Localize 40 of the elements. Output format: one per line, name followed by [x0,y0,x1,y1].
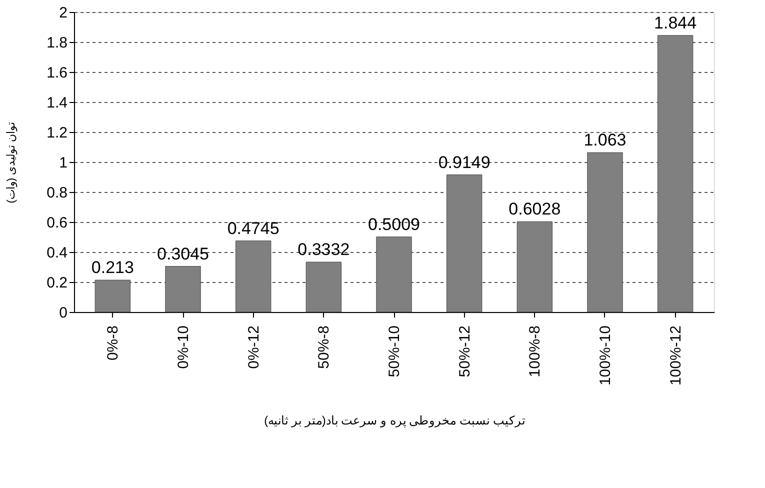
data-label: 0.3332 [298,240,350,260]
y-tick-label: 0 [59,304,68,322]
data-label: 0.4745 [227,218,280,238]
data-label: 0.5009 [368,214,420,234]
bar [657,35,694,312]
bar [165,266,201,312]
y-tick-label: 1.4 [46,94,68,112]
y-tick-label: 0.2 [46,274,68,292]
y-tick-label: 1.8 [46,34,68,52]
bar [446,174,482,312]
x-axis-title: ترکیب نسبت مخروطی پره و سرعت باد(متر بر ثانیه) [264,414,525,428]
data-label: 0.213 [91,258,134,278]
x-tick-label: 50%-10 [386,326,403,378]
y-axis-title: توان تولیدی (وات) [6,122,18,204]
y-tick-label: 2 [59,4,68,22]
bar [236,240,272,312]
x-tick-label: 0%-10 [175,326,192,369]
y-tick-label: 1.2 [46,124,68,142]
bar [376,236,412,312]
x-tick-label: 0%-12 [245,326,262,369]
x-tick-label: 50%-12 [456,326,474,378]
y-tick-label: 0.8 [46,184,68,202]
bar [516,221,552,312]
y-tick-label: 0.6 [46,214,68,232]
bar [587,152,623,312]
data-label: 0.9149 [438,152,490,172]
data-label: 1.063 [584,130,626,150]
y-tick-label: 1 [59,154,68,172]
x-tick-label: 100%-12 [667,326,684,386]
y-tick-label: 1.6 [46,64,68,82]
data-label: 1.844 [654,13,697,32]
x-tick-label: 0%-8 [104,326,122,361]
x-tick-label: 50%-8 [316,326,333,369]
data-label: 0.6028 [508,200,561,219]
bar [94,280,131,312]
x-tick-label: 100%-10 [596,326,614,386]
data-label: 0.3045 [157,244,210,264]
y-tick-label: 0.4 [46,244,68,262]
x-tick-label: 100%-8 [526,326,544,378]
bar [306,262,342,312]
